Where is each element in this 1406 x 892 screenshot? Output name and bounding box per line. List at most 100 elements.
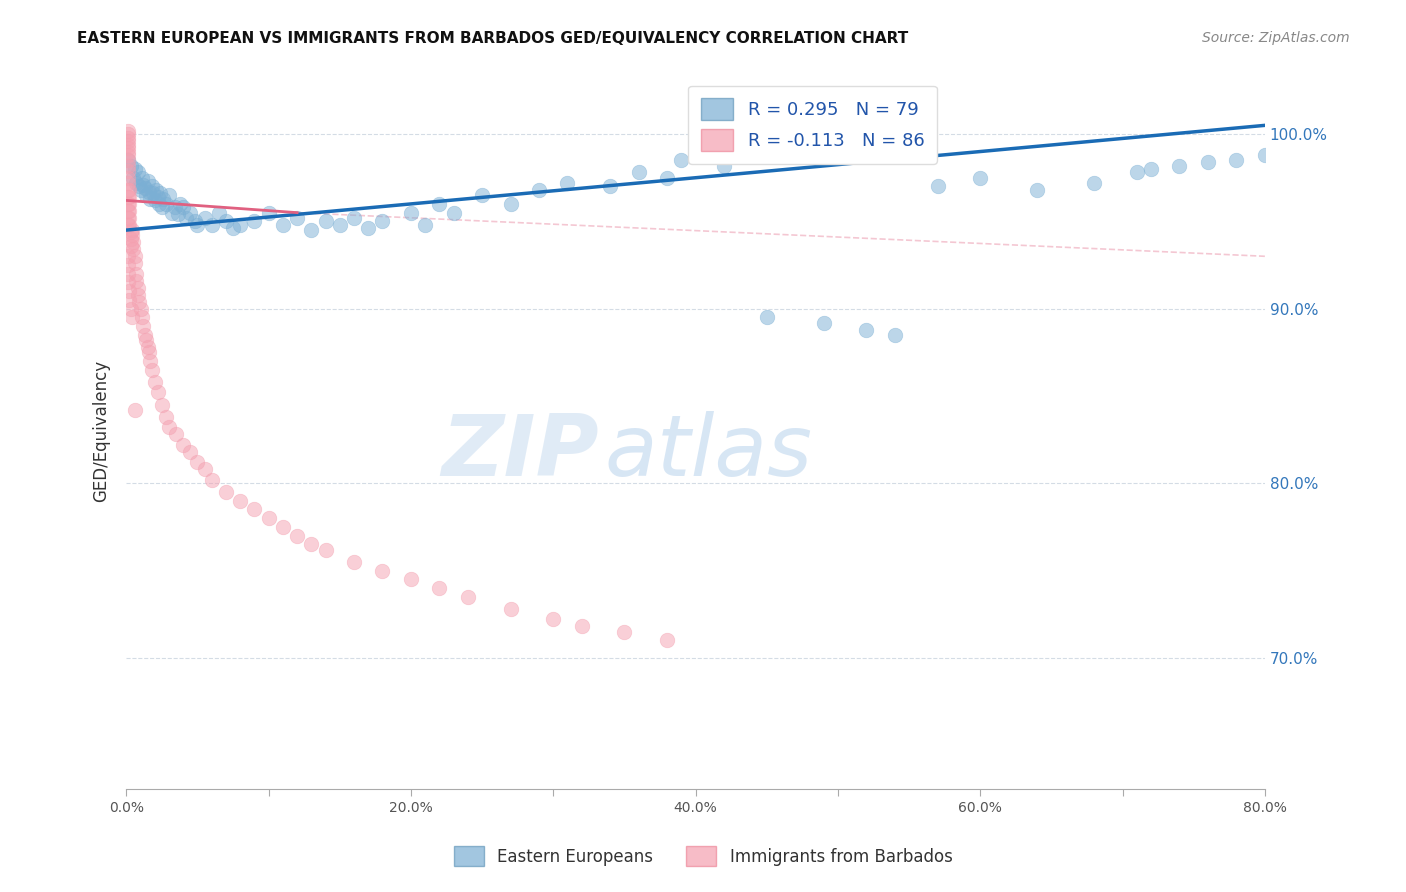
Point: [118, 203, 141, 218]
Point: [127, 281, 149, 295]
Point: [117, 203, 139, 218]
Point: [129, 183, 152, 197]
Point: [155, 197, 177, 211]
Point: [117, 249, 139, 263]
Point: [129, 301, 152, 316]
Point: [117, 145, 139, 159]
Point: [117, 170, 139, 185]
Text: Source: ZipAtlas.com: Source: ZipAtlas.com: [1202, 31, 1350, 45]
Point: [1225, 153, 1247, 168]
Point: [179, 205, 201, 219]
Point: [229, 218, 252, 232]
Point: [132, 178, 155, 192]
Point: [117, 123, 139, 137]
Point: [117, 183, 139, 197]
Point: [499, 197, 522, 211]
Point: [136, 174, 159, 188]
Point: [813, 316, 835, 330]
Point: [371, 214, 394, 228]
Point: [122, 242, 145, 256]
Point: [117, 159, 139, 173]
Point: [157, 420, 180, 434]
Point: [134, 181, 156, 195]
Point: [135, 333, 157, 347]
Point: [127, 287, 149, 301]
Point: [1026, 183, 1049, 197]
Point: [215, 485, 238, 500]
Point: [179, 445, 201, 459]
Point: [471, 188, 494, 202]
Point: [135, 188, 157, 202]
Point: [128, 179, 150, 194]
Point: [169, 197, 191, 211]
Point: [222, 221, 245, 235]
Point: [655, 633, 678, 648]
Point: [1126, 165, 1149, 179]
Point: [713, 159, 735, 173]
Point: [229, 493, 252, 508]
Point: [613, 624, 636, 639]
Point: [150, 398, 173, 412]
Point: [163, 201, 186, 215]
Point: [131, 170, 153, 185]
Point: [855, 323, 877, 337]
Point: [117, 258, 139, 272]
Point: [125, 176, 148, 190]
Point: [138, 345, 160, 359]
Point: [160, 205, 183, 219]
Point: [117, 148, 139, 162]
Point: [132, 319, 155, 334]
Point: [329, 218, 352, 232]
Point: [243, 502, 266, 516]
Point: [1254, 148, 1277, 162]
Point: [117, 276, 139, 290]
Point: [186, 218, 208, 232]
Point: [969, 170, 991, 185]
Point: [146, 385, 169, 400]
Point: [127, 165, 149, 179]
Point: [215, 214, 238, 228]
Point: [120, 159, 142, 173]
Point: [571, 619, 593, 633]
Point: [557, 176, 579, 190]
Point: [413, 218, 436, 232]
Point: [343, 555, 366, 569]
Point: [117, 218, 139, 232]
Point: [208, 205, 231, 219]
Point: [371, 564, 394, 578]
Point: [155, 409, 177, 424]
Point: [125, 274, 148, 288]
Point: [150, 201, 173, 215]
Point: [186, 455, 208, 469]
Point: [429, 581, 451, 595]
Point: [145, 183, 167, 197]
Text: EASTERN EUROPEAN VS IMMIGRANTS FROM BARBADOS GED/EQUIVALENCY CORRELATION CHART: EASTERN EUROPEAN VS IMMIGRANTS FROM BARB…: [77, 31, 908, 46]
Point: [117, 141, 139, 155]
Point: [299, 223, 322, 237]
Point: [117, 211, 139, 225]
Point: [124, 256, 146, 270]
Point: [124, 161, 146, 176]
Point: [117, 153, 139, 168]
Point: [142, 186, 165, 201]
Point: [146, 190, 169, 204]
Point: [128, 294, 150, 309]
Point: [141, 363, 163, 377]
Point: [122, 235, 145, 250]
Text: atlas: atlas: [605, 411, 813, 494]
Point: [139, 192, 162, 206]
Point: [655, 170, 678, 185]
Point: [315, 214, 337, 228]
Point: [118, 211, 141, 225]
Point: [243, 214, 266, 228]
Point: [157, 188, 180, 202]
Point: [883, 327, 905, 342]
Point: [121, 223, 143, 237]
Point: [131, 310, 153, 325]
Point: [343, 211, 366, 225]
Point: [1197, 155, 1219, 169]
Point: [117, 267, 139, 281]
Point: [671, 153, 693, 168]
Point: [136, 340, 159, 354]
Point: [124, 249, 146, 263]
